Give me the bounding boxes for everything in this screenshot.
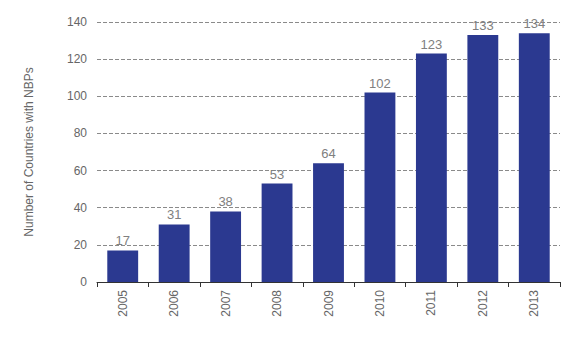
svg-text:2006: 2006 [167,290,181,317]
svg-text:31: 31 [167,207,181,222]
svg-text:2005: 2005 [116,290,130,317]
svg-text:38: 38 [218,194,232,209]
svg-text:80: 80 [74,126,88,140]
svg-text:40: 40 [74,201,88,215]
svg-text:0: 0 [80,275,87,289]
svg-text:17: 17 [115,233,129,248]
svg-text:140: 140 [67,15,87,29]
svg-text:2013: 2013 [527,290,541,317]
svg-text:53: 53 [270,167,284,182]
svg-text:134: 134 [523,16,545,31]
svg-text:102: 102 [369,76,391,91]
svg-text:60: 60 [74,164,88,178]
svg-text:2009: 2009 [322,290,336,317]
svg-text:100: 100 [67,89,87,103]
svg-text:2007: 2007 [219,290,233,317]
svg-text:133: 133 [472,18,494,33]
svg-text:Number of Countries with NBPs: Number of Countries with NBPs [22,67,36,236]
svg-text:123: 123 [421,37,443,52]
svg-text:2012: 2012 [476,290,490,317]
svg-text:20: 20 [74,238,88,252]
svg-text:2010: 2010 [373,290,387,317]
svg-text:64: 64 [321,146,335,161]
svg-text:120: 120 [67,52,87,66]
svg-text:2008: 2008 [270,290,284,317]
svg-text:2011: 2011 [424,290,438,316]
